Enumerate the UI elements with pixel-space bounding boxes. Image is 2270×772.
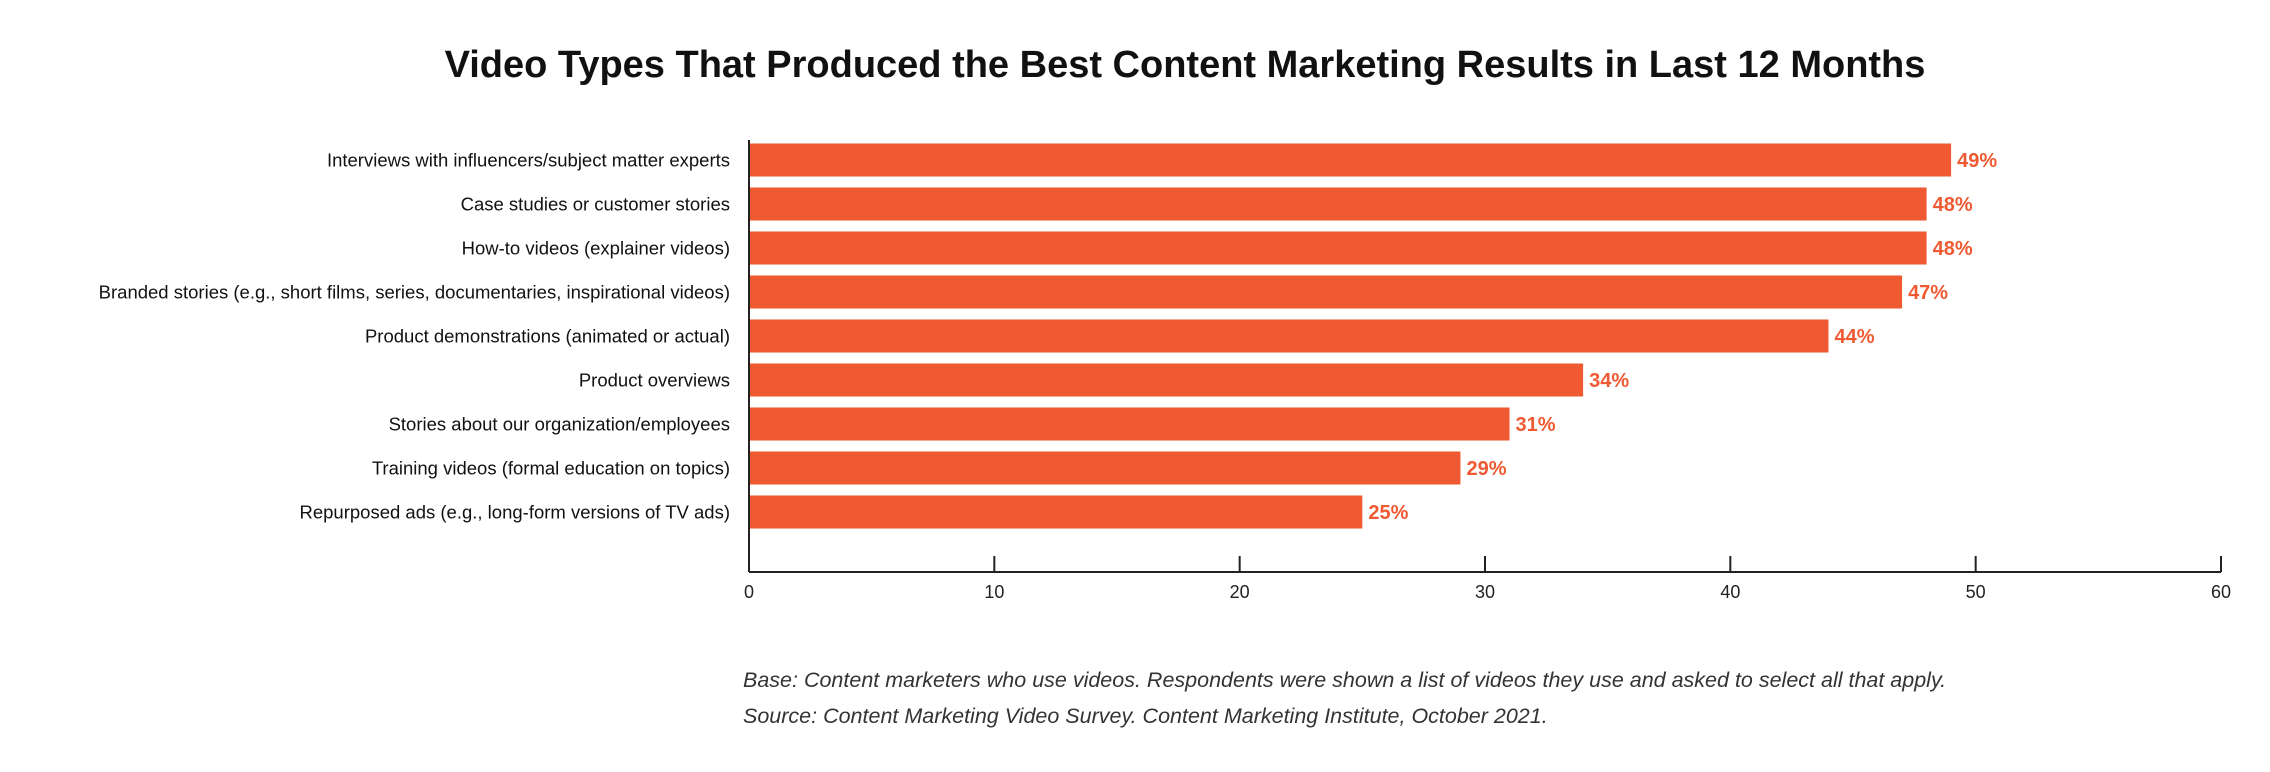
bar — [749, 495, 1363, 529]
category-label: Interviews with influencers/subject matt… — [327, 150, 730, 171]
category-label: Branded stories (e.g., short films, seri… — [99, 282, 730, 303]
bar — [749, 231, 1927, 265]
value-label: 25% — [1368, 502, 1408, 524]
bar — [749, 407, 1510, 441]
x-axis: 0 10 20 30 40 50 60 — [744, 140, 2231, 602]
bars-layer: Interviews with influencers/subject matt… — [99, 143, 1997, 529]
category-label: Repurposed ads (e.g., long-form versions… — [299, 502, 730, 523]
bar — [749, 275, 1903, 309]
footnote-base: Base: Content marketers who use videos. … — [743, 668, 1947, 692]
value-label: 48% — [1933, 238, 1973, 260]
chart-title: Video Types That Produced the Best Conte… — [444, 44, 1926, 86]
x-tick-label: 40 — [1720, 582, 1740, 602]
footnote-source: Source: Content Marketing Video Survey. … — [743, 704, 1548, 728]
bar — [749, 451, 1461, 485]
category-label: Product overviews — [579, 370, 730, 391]
category-label: How-to videos (explainer videos) — [462, 238, 730, 259]
value-label: 31% — [1516, 414, 1556, 436]
value-label: 47% — [1908, 282, 1948, 304]
category-label: Product demonstrations (animated or actu… — [365, 326, 730, 347]
value-label: 48% — [1933, 194, 1973, 216]
category-label: Training videos (formal education on top… — [372, 458, 730, 479]
x-tick-label: 50 — [1966, 582, 1986, 602]
category-label: Case studies or customer stories — [461, 194, 730, 215]
value-label: 29% — [1466, 458, 1506, 480]
x-tick-label: 10 — [984, 582, 1004, 602]
x-tick-label: 20 — [1230, 582, 1250, 602]
bar — [749, 143, 1952, 177]
value-label: 49% — [1957, 150, 1997, 172]
value-label: 34% — [1589, 370, 1629, 392]
x-tick-label: 60 — [2211, 582, 2231, 602]
x-tick-label: 30 — [1475, 582, 1495, 602]
bar — [749, 363, 1584, 397]
value-label: 44% — [1834, 326, 1874, 348]
category-label: Stories about our organization/employees — [389, 414, 730, 435]
bar — [749, 319, 1829, 353]
bar — [749, 187, 1927, 221]
x-tick-label: 0 — [744, 582, 754, 602]
